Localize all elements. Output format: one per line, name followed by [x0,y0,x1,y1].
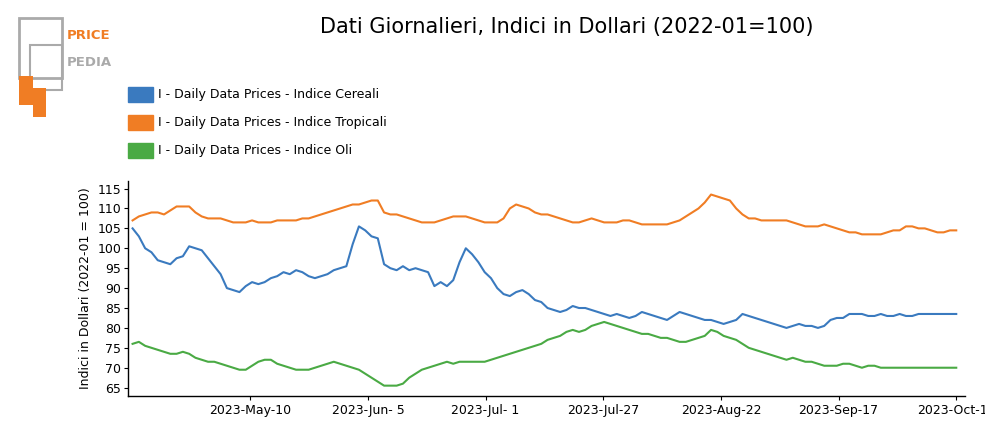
Bar [33,88,46,117]
Text: Dati Giornalieri, Indici in Dollari (2022-01=100): Dati Giornalieri, Indici in Dollari (202… [319,17,814,37]
Text: PRICE: PRICE [67,28,110,42]
Text: I - Daily Data Prices - Indice Oli: I - Daily Data Prices - Indice Oli [158,144,352,157]
Text: I - Daily Data Prices - Indice Tropicali: I - Daily Data Prices - Indice Tropicali [158,116,386,129]
Bar [19,76,33,105]
Y-axis label: Indici in Dollari (2022-01 = 100): Indici in Dollari (2022-01 = 100) [79,187,92,389]
Bar [19,18,62,78]
Text: I - Daily Data Prices - Indice Cereali: I - Daily Data Prices - Indice Cereali [158,88,378,101]
Bar [31,45,62,90]
Text: PEDIA: PEDIA [67,56,111,69]
